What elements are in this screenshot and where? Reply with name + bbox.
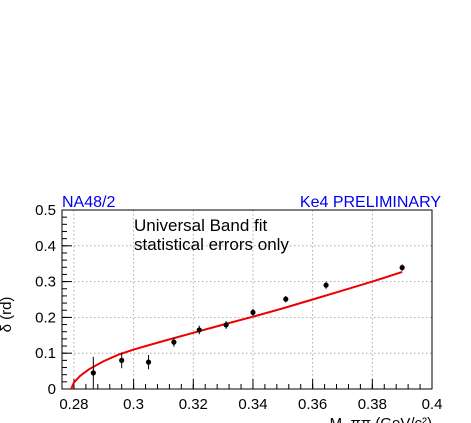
x-tick-label: 0.32: [179, 396, 208, 413]
x-tick-label: 0.28: [59, 396, 88, 413]
data-point: [196, 327, 202, 333]
header-left-label: NA48/2: [62, 194, 115, 211]
data-point: [171, 339, 177, 345]
tick-layer: [62, 209, 433, 390]
data-point: [223, 322, 229, 328]
point-layer: [90, 264, 405, 389]
data-point: [90, 370, 96, 376]
data-point: [399, 265, 405, 271]
y-axis-title: δ (rd): [0, 297, 15, 333]
x-tick-label: 0.38: [358, 396, 387, 413]
x-axis-title: M_ππ (GeV/c²): [330, 415, 432, 423]
annotation-fit-label: Universal Band fit: [134, 216, 268, 235]
y-tick-label: 0: [48, 381, 56, 398]
data-point: [250, 309, 256, 315]
data-point: [283, 296, 289, 302]
fit-layer: [70, 270, 403, 390]
label-layer: 0.28 0.3 0.32 0.34 0.36 0.38 0.4 0 0.1 0.2 0.3 0.4 0…: [35, 202, 442, 413]
grid-layer: [62, 210, 432, 389]
x-tick-label: 0.3: [123, 396, 144, 413]
header-right-label: Ke4 PRELIMINARY: [300, 194, 441, 211]
y-tick-label: 0.3: [35, 274, 56, 291]
y-tick-label: 0.1: [35, 345, 56, 362]
y-tick-label: 0.4: [35, 238, 56, 255]
data-point: [323, 282, 329, 288]
data-point: [145, 359, 152, 365]
x-tick-label: 0.4: [422, 396, 443, 413]
fit-curve: [70, 270, 403, 390]
data-point: [119, 357, 125, 363]
annotation-errors-label: statistical errors only: [134, 235, 289, 254]
x-tick-label: 0.36: [298, 396, 327, 413]
y-tick-label: 0.2: [35, 309, 56, 326]
plot-frame: [61, 209, 433, 390]
y-tick-label: 0.5: [35, 202, 56, 219]
x-tick-label: 0.34: [238, 396, 267, 413]
